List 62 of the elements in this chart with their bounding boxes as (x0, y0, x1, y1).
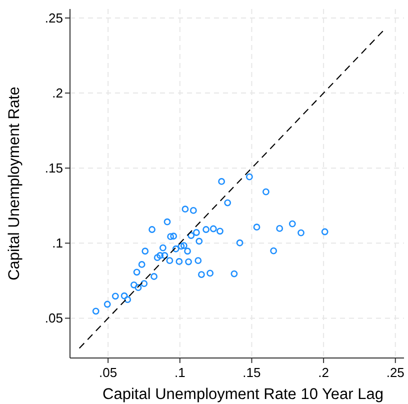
point (288, 220, 296, 228)
point (112, 292, 119, 300)
point (182, 206, 189, 213)
point (185, 258, 192, 266)
point (192, 229, 200, 236)
point (236, 239, 244, 246)
point (176, 258, 183, 265)
point (124, 296, 132, 304)
x-tick-label: .1 (174, 365, 186, 380)
x-axis-title: Capital Unemployment Rate 10 Year Lag (102, 386, 384, 403)
point (194, 257, 202, 264)
point (180, 242, 188, 250)
point (230, 270, 238, 278)
x-tick-label: .15 (242, 365, 261, 380)
point (156, 252, 164, 259)
point (167, 233, 174, 240)
point (276, 225, 284, 232)
point (196, 238, 203, 245)
point (218, 178, 226, 185)
point (246, 173, 253, 180)
y-tick-label: .1 (52, 236, 63, 251)
point (148, 226, 156, 233)
point (321, 228, 328, 236)
y-tick-label: .25 (44, 10, 63, 26)
y-tick-label: .15 (44, 160, 63, 176)
point (172, 245, 180, 252)
point (202, 226, 210, 233)
point (130, 281, 138, 288)
x-tick-label: .2 (318, 365, 329, 380)
point (216, 228, 224, 235)
point (224, 199, 232, 206)
point (150, 273, 158, 280)
point (138, 261, 146, 268)
point (154, 254, 161, 262)
point (92, 308, 100, 315)
y-axis-title: Capital Unemployment Rate (6, 86, 23, 280)
point (184, 248, 191, 255)
point (262, 188, 270, 196)
point (198, 271, 205, 278)
point (253, 224, 260, 231)
point (161, 252, 168, 259)
point (104, 300, 111, 308)
y-tick-label: .2 (52, 86, 63, 101)
point (133, 268, 140, 276)
point (178, 242, 185, 250)
point (120, 292, 128, 300)
y-tick-label: .05 (44, 310, 63, 326)
point (164, 218, 171, 226)
point (140, 280, 148, 287)
point (170, 232, 178, 240)
point (210, 225, 217, 232)
point (298, 229, 304, 236)
x-tick-label: .25 (386, 365, 404, 380)
point (142, 248, 149, 255)
point (159, 244, 166, 252)
point (270, 247, 278, 254)
x-tick-label: .05 (99, 365, 118, 380)
point (190, 206, 197, 214)
point (206, 270, 214, 277)
point (166, 257, 174, 264)
point (134, 284, 142, 292)
point (188, 232, 195, 239)
